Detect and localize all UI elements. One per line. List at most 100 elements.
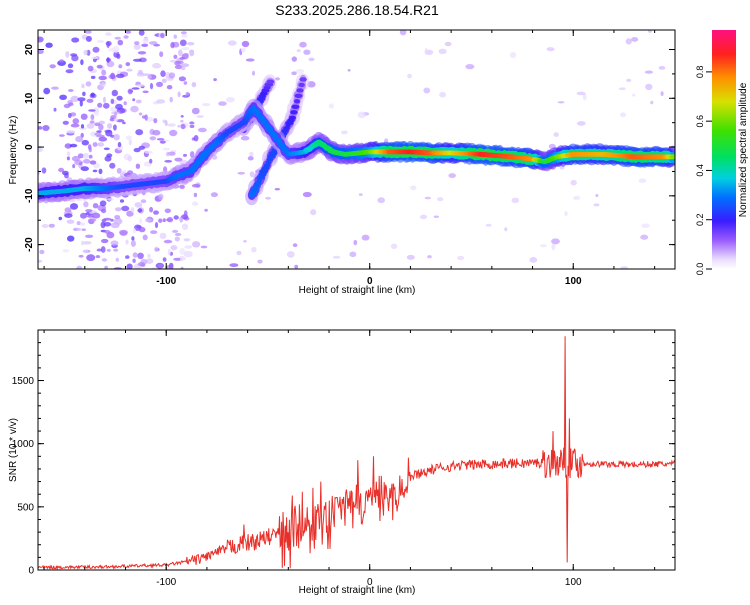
noise-blob [200, 245, 208, 249]
noise-blob [106, 57, 110, 63]
noise-blob [66, 156, 70, 161]
noise-blob [80, 240, 84, 246]
noise-blob [358, 193, 363, 197]
noise-blob [101, 238, 109, 244]
noise-blob [291, 71, 297, 76]
noise-blob [51, 86, 59, 90]
noise-blob [140, 199, 147, 204]
noise-blob [138, 112, 143, 116]
figure-title: S233.2025.286.18.54.R21 [275, 2, 439, 18]
noise-blob [87, 65, 94, 72]
colorbar: 0.0 0.2 0.4 0.6 0.8 Normalized spectral ampl… [695, 30, 749, 275]
noise-blob [59, 134, 65, 137]
noise-blob [252, 70, 255, 76]
noise-blob [89, 160, 97, 165]
noise-blob [106, 249, 111, 252]
noise-blob [100, 246, 106, 253]
noise-blob [110, 106, 117, 112]
noise-blob [98, 136, 108, 142]
noise-blob [159, 140, 166, 144]
colorbar-tick-label: 0.2 [695, 213, 705, 226]
noise-blob [142, 37, 149, 44]
noise-blob [303, 49, 311, 55]
noise-blob [179, 39, 187, 47]
spectrogram-xtick-label: 0 [367, 276, 373, 287]
noise-blob [149, 82, 154, 90]
noise-blob [658, 66, 666, 70]
noise-blob [164, 208, 171, 214]
noise-blob [169, 59, 177, 63]
noise-blob [114, 215, 121, 220]
noise-blob [437, 197, 444, 202]
noise-blob [183, 210, 188, 218]
noise-blob [251, 247, 257, 253]
secondary-track-2-core [294, 99, 300, 104]
noise-blob [164, 160, 173, 163]
noise-blob [187, 41, 195, 46]
noise-blob [183, 153, 187, 157]
snr-line [38, 336, 675, 570]
noise-blob [101, 69, 107, 76]
noise-blob [119, 229, 128, 236]
noise-blob [144, 114, 148, 121]
snr-ytick-label: 0 [28, 566, 34, 577]
noise-blob [64, 213, 73, 219]
noise-blob [118, 64, 123, 69]
noise-blob [103, 222, 112, 227]
noise-blob [110, 218, 114, 222]
noise-blob [103, 217, 112, 221]
noise-blob [427, 255, 432, 259]
noise-blob [240, 47, 246, 53]
noise-blob [423, 87, 431, 94]
noise-blob [128, 139, 132, 146]
noise-blob [101, 208, 107, 214]
noise-blob [132, 258, 136, 263]
noise-blob [191, 107, 200, 115]
noise-blob [80, 113, 88, 120]
noise-blob [137, 51, 147, 55]
noise-blob [49, 64, 56, 69]
noise-blob [302, 191, 312, 198]
spectrogram-ytick-label: 0 [24, 144, 35, 150]
noise-blob [170, 263, 174, 269]
noise-blob [180, 63, 190, 68]
noise-blob [78, 254, 84, 258]
noise-blob [457, 255, 465, 261]
noise-blob [570, 179, 577, 186]
spectrogram-ylabel: Frequency (Hz) [8, 116, 19, 185]
noise-blob [117, 141, 122, 148]
noise-blob [299, 41, 307, 48]
noise-blob [170, 41, 175, 49]
noise-blob [183, 250, 193, 258]
noise-blob [631, 37, 639, 42]
noise-blob [58, 167, 65, 173]
noise-blob [173, 34, 177, 39]
noise-blob [134, 202, 143, 208]
noise-blob [104, 265, 108, 269]
noise-blob [198, 127, 207, 133]
noise-blob [110, 72, 116, 80]
noise-blob [38, 49, 44, 54]
noise-blob [141, 43, 149, 47]
noise-blob [582, 93, 587, 101]
noise-blob [106, 153, 113, 158]
snr-xtick-label: 100 [565, 577, 582, 588]
secondary-track-2-core [288, 115, 296, 121]
noise-blob [82, 152, 89, 159]
noise-blob [82, 249, 89, 253]
noise-blob [125, 62, 131, 67]
noise-blob [154, 222, 159, 229]
noise-blob [274, 188, 280, 191]
noise-blob [85, 234, 94, 238]
noise-blob [62, 249, 70, 253]
noise-blob [229, 263, 239, 267]
noise-blob [172, 229, 179, 233]
noise-blob [85, 81, 92, 87]
noise-blob [94, 122, 101, 127]
spectrogram-ytick-label: -10 [24, 188, 35, 203]
noise-blob [84, 30, 92, 34]
noise-blob [204, 208, 208, 212]
noise-blob [92, 142, 98, 147]
noise-blob [551, 238, 560, 245]
noise-blob [240, 135, 250, 141]
